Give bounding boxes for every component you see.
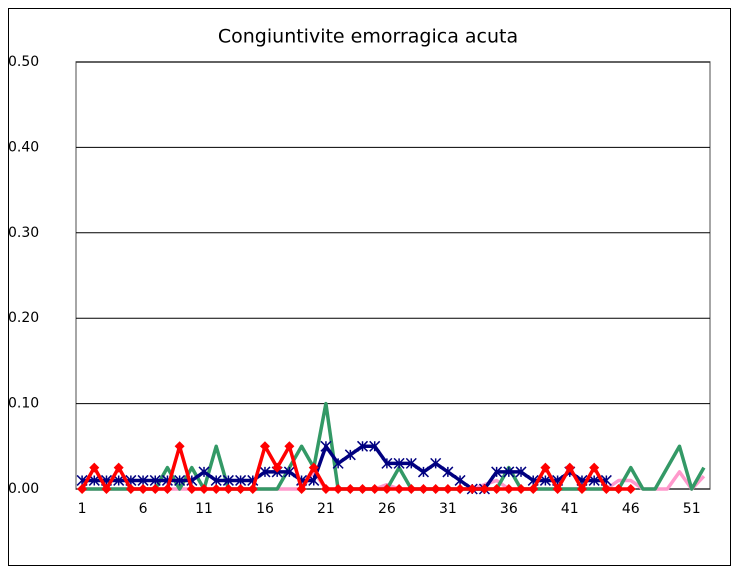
point-marker: [283, 466, 295, 478]
point-marker: [199, 484, 210, 494]
x-tick-label: 1: [78, 501, 87, 517]
point-marker: [138, 484, 149, 494]
point-marker: [356, 440, 369, 452]
point-marker: [588, 474, 600, 486]
point-marker: [394, 484, 405, 494]
x-tick-label: 21: [317, 501, 335, 517]
point-marker: [344, 449, 356, 461]
y-tick-label: 0.10: [8, 396, 39, 412]
point-marker: [503, 466, 515, 478]
point-marker: [198, 466, 210, 478]
x-tick-label: 31: [439, 501, 457, 517]
point-marker: [417, 466, 430, 478]
point-marker: [393, 457, 405, 469]
point-marker: [369, 484, 380, 494]
point-marker: [564, 462, 575, 473]
point-marker: [333, 484, 344, 494]
x-tick-label: 11: [195, 501, 213, 517]
point-marker: [222, 474, 234, 486]
point-marker: [418, 484, 429, 494]
point-marker: [125, 484, 136, 494]
point-marker: [601, 484, 612, 494]
point-marker: [613, 484, 624, 494]
point-marker: [515, 466, 527, 478]
point-marker: [320, 484, 331, 494]
y-tick-label: 0.20: [8, 310, 39, 326]
x-tick-label: 26: [378, 501, 396, 517]
point-marker: [77, 484, 88, 494]
point-marker: [442, 466, 454, 478]
point-marker: [89, 462, 100, 473]
chart-title: Congiuntivite emorragica acuta: [218, 26, 518, 48]
point-marker: [467, 484, 478, 494]
point-marker: [516, 484, 527, 494]
point-marker: [174, 441, 185, 452]
point-marker: [320, 440, 332, 452]
point-marker: [357, 484, 368, 494]
point-marker: [235, 474, 247, 486]
y-tick-label: 0.50: [8, 54, 39, 70]
point-marker: [332, 457, 344, 469]
point-marker: [491, 484, 502, 494]
point-marker: [247, 484, 258, 494]
point-marker: [174, 474, 186, 486]
point-marker: [284, 441, 295, 452]
point-marker: [345, 484, 356, 494]
point-marker: [272, 462, 283, 473]
point-marker: [405, 457, 417, 469]
point-marker: [406, 484, 417, 494]
series-line: [80, 444, 631, 491]
y-tick-label: 0.30: [8, 225, 39, 241]
x-tick-label: 46: [622, 501, 640, 517]
point-marker: [186, 484, 197, 494]
point-marker: [101, 484, 112, 494]
point-marker: [113, 462, 124, 473]
point-marker: [88, 474, 100, 486]
point-marker: [369, 440, 381, 452]
point-marker: [308, 474, 320, 486]
point-marker: [503, 484, 514, 494]
point-marker: [625, 484, 636, 494]
point-marker: [528, 484, 539, 494]
point-marker: [576, 484, 587, 494]
point-marker: [308, 462, 319, 473]
point-marker: [589, 462, 600, 473]
point-marker: [552, 484, 563, 494]
point-marker: [442, 484, 453, 494]
point-marker: [296, 484, 307, 494]
x-tick-label: 6: [139, 501, 148, 517]
point-marker: [430, 484, 441, 494]
point-marker: [540, 462, 551, 473]
point-marker: [137, 474, 149, 486]
point-marker: [162, 484, 173, 494]
x-tick-label: 41: [561, 501, 579, 517]
point-marker: [113, 474, 125, 486]
point-marker: [491, 466, 503, 478]
point-marker: [235, 484, 246, 494]
point-marker: [479, 484, 490, 494]
point-marker: [454, 474, 466, 486]
point-marker: [381, 484, 392, 494]
series-line: [82, 401, 706, 491]
point-marker: [539, 474, 551, 486]
point-marker: [381, 457, 393, 469]
point-marker: [455, 484, 466, 494]
x-tick-label: 16: [256, 501, 274, 517]
point-marker: [259, 466, 271, 478]
point-marker: [223, 484, 234, 494]
point-marker: [259, 441, 270, 452]
y-tick-label: 0.40: [8, 139, 39, 155]
x-tick-label: 36: [500, 501, 518, 517]
chart-frame: [8, 8, 731, 566]
x-tick-label: 51: [683, 501, 701, 517]
point-marker: [149, 474, 161, 486]
point-marker: [210, 474, 222, 486]
y-tick-label: 0.00: [8, 481, 39, 497]
point-marker: [150, 484, 161, 494]
point-marker: [430, 457, 442, 469]
point-marker: [211, 484, 222, 494]
